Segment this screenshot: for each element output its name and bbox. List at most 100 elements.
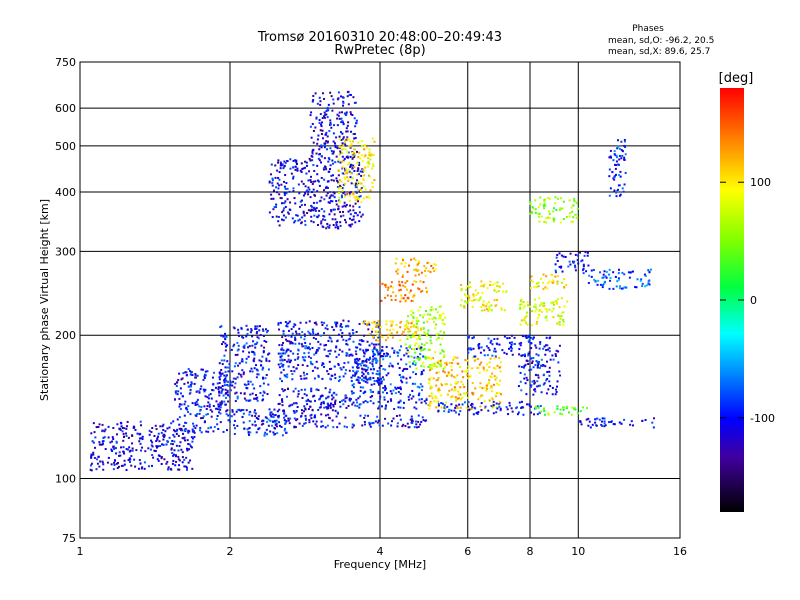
data-point bbox=[301, 345, 304, 348]
data-point bbox=[301, 396, 304, 399]
data-point bbox=[273, 408, 276, 411]
data-point bbox=[370, 383, 373, 386]
data-point bbox=[90, 432, 93, 435]
data-point bbox=[331, 218, 334, 221]
data-point bbox=[236, 397, 239, 400]
data-point bbox=[352, 340, 355, 343]
data-point bbox=[513, 336, 516, 339]
data-point bbox=[185, 456, 188, 459]
data-point bbox=[170, 422, 173, 425]
data-point bbox=[90, 454, 93, 457]
data-point bbox=[283, 429, 286, 432]
data-point bbox=[324, 426, 327, 429]
data-point bbox=[358, 151, 361, 154]
data-point bbox=[358, 406, 361, 409]
data-point bbox=[388, 365, 391, 368]
data-point bbox=[309, 114, 312, 117]
data-point bbox=[440, 337, 443, 340]
data-point bbox=[430, 264, 433, 267]
data-point bbox=[493, 357, 496, 360]
data-point bbox=[256, 396, 259, 399]
data-point bbox=[351, 384, 354, 387]
data-point bbox=[573, 197, 576, 200]
data-point bbox=[360, 154, 363, 157]
data-point bbox=[322, 137, 325, 140]
data-point bbox=[574, 269, 577, 272]
data-point bbox=[332, 140, 335, 143]
data-point bbox=[425, 267, 428, 270]
data-point bbox=[216, 414, 219, 417]
data-point bbox=[351, 354, 354, 357]
data-point bbox=[310, 220, 313, 223]
data-point bbox=[419, 306, 422, 309]
data-point bbox=[378, 371, 381, 374]
data-point bbox=[498, 366, 501, 369]
data-point bbox=[613, 423, 616, 426]
data-point bbox=[430, 394, 433, 397]
data-point bbox=[539, 277, 542, 280]
data-point bbox=[576, 207, 579, 210]
data-point bbox=[351, 329, 354, 332]
data-point bbox=[371, 359, 374, 362]
data-point bbox=[403, 354, 406, 357]
data-point bbox=[341, 326, 344, 329]
data-point bbox=[450, 369, 453, 372]
data-point bbox=[243, 427, 246, 430]
data-point bbox=[337, 187, 340, 190]
data-point bbox=[500, 307, 503, 310]
data-point bbox=[392, 389, 395, 392]
data-point bbox=[239, 409, 242, 412]
data-point bbox=[400, 379, 403, 382]
data-point bbox=[608, 268, 611, 271]
data-point bbox=[290, 172, 293, 175]
data-point bbox=[303, 359, 306, 362]
data-point bbox=[544, 286, 547, 289]
data-point bbox=[597, 279, 600, 282]
data-point bbox=[338, 153, 341, 156]
data-point bbox=[559, 408, 562, 411]
data-point bbox=[286, 388, 289, 391]
data-point bbox=[493, 347, 496, 350]
data-point bbox=[493, 289, 496, 292]
data-point bbox=[335, 345, 338, 348]
data-point bbox=[358, 206, 361, 209]
data-point bbox=[547, 196, 550, 199]
data-point bbox=[173, 440, 176, 443]
data-point bbox=[171, 439, 174, 442]
data-point bbox=[294, 168, 297, 171]
data-point bbox=[402, 259, 405, 262]
data-point bbox=[363, 355, 366, 358]
data-point bbox=[485, 363, 488, 366]
data-point bbox=[144, 450, 147, 453]
data-point bbox=[368, 151, 371, 154]
data-point bbox=[311, 155, 314, 158]
data-point bbox=[321, 116, 324, 119]
data-point bbox=[312, 99, 315, 102]
data-point bbox=[223, 400, 226, 403]
data-point bbox=[644, 285, 647, 288]
data-point bbox=[357, 180, 360, 183]
data-point bbox=[398, 349, 401, 352]
data-point bbox=[285, 420, 288, 423]
data-point bbox=[292, 175, 295, 178]
data-point bbox=[323, 321, 326, 324]
data-point bbox=[311, 346, 314, 349]
data-point bbox=[305, 394, 308, 397]
data-point bbox=[481, 387, 484, 390]
data-point bbox=[257, 428, 260, 431]
data-point bbox=[586, 251, 589, 254]
data-point bbox=[471, 367, 474, 370]
data-point bbox=[419, 334, 422, 337]
data-point bbox=[331, 398, 334, 401]
data-point bbox=[345, 203, 348, 206]
data-point bbox=[469, 375, 472, 378]
data-point bbox=[341, 132, 344, 135]
data-point bbox=[334, 146, 337, 149]
data-point bbox=[368, 162, 371, 165]
data-point bbox=[555, 256, 558, 259]
data-point bbox=[474, 358, 477, 361]
data-point bbox=[353, 360, 356, 363]
data-point bbox=[556, 282, 559, 285]
data-point bbox=[535, 282, 538, 285]
data-point bbox=[308, 157, 311, 160]
